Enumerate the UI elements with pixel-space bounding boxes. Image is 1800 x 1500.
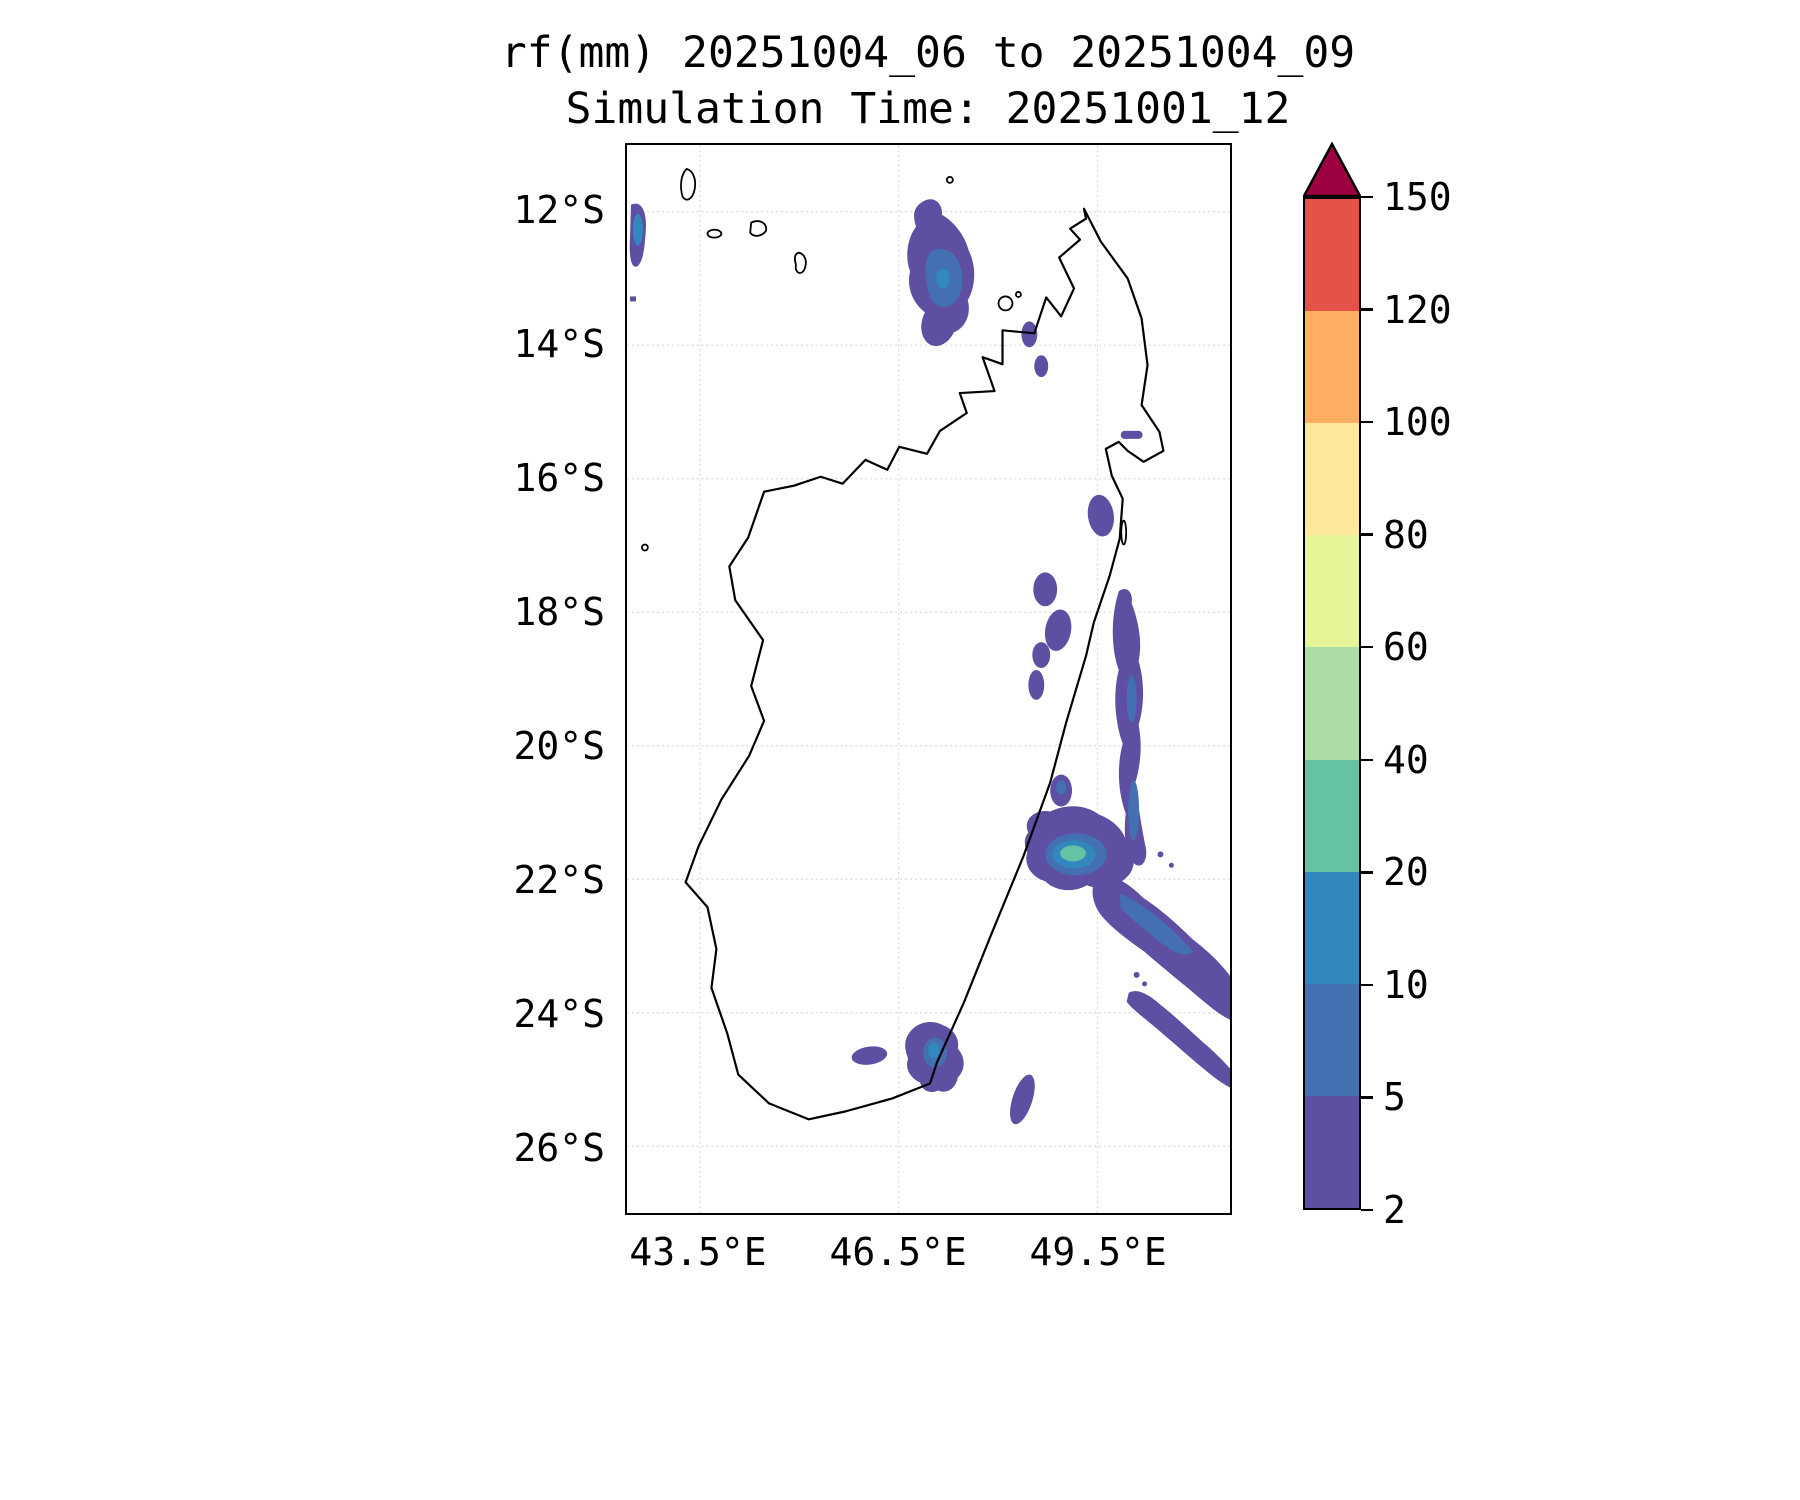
- colorbar-segment-60-80: [1305, 534, 1359, 648]
- colorbar-tick: [1361, 1096, 1373, 1099]
- colorbar-tick-label: 5: [1383, 1075, 1406, 1120]
- lat-tick-label: 14°S: [513, 322, 605, 366]
- colorbar-tick-label: 2: [1383, 1188, 1406, 1232]
- colorbar-segment-40-60: [1305, 646, 1359, 760]
- colorbar-overflow-arrow: [1303, 142, 1361, 197]
- lon-tick-label: 43.5°E: [629, 1230, 767, 1274]
- island-anjouan: [749, 220, 767, 237]
- lat-tick-label: 24°S: [513, 992, 605, 1036]
- rain-patch: [629, 296, 636, 302]
- colorbar: [1303, 197, 1361, 1210]
- chart-title: rf(mm) 20251004_06 to 20251004_09: [500, 28, 1356, 78]
- rain-patch: [1087, 494, 1114, 537]
- rain-core: [1128, 780, 1140, 841]
- rain-patch: [1120, 430, 1143, 439]
- colorbar-tick-label: 60: [1383, 625, 1429, 670]
- rain-core: [632, 213, 643, 246]
- rain-patch: [1112, 588, 1147, 866]
- colorbar-tick-label: 40: [1383, 737, 1429, 782]
- lat-tick-label: 16°S: [513, 456, 605, 500]
- lon-tick-label: 49.5°E: [1029, 1230, 1167, 1274]
- madagascar-map: [627, 145, 1230, 1213]
- colorbar-tick: [1361, 758, 1373, 762]
- lat-tick-label: 26°S: [513, 1126, 605, 1170]
- grid-layer: [627, 145, 1230, 1213]
- island-nosy-komba: [1015, 291, 1022, 298]
- colorbar-segment-100-120: [1305, 310, 1359, 424]
- rain-patch: [1142, 981, 1148, 987]
- colorbar-segment-10-20: [1305, 871, 1359, 984]
- madagascar-coastline: [684, 207, 1165, 1121]
- colorbar-tick-label: 80: [1383, 512, 1429, 557]
- rain-patch: [1126, 991, 1230, 1088]
- lat-tick-label: 22°S: [513, 858, 605, 902]
- colorbar-segment-80-100: [1305, 422, 1359, 536]
- colorbar-segment-20-40: [1305, 758, 1359, 872]
- colorbar-tick: [1361, 420, 1373, 424]
- map-plot-area: [625, 143, 1232, 1215]
- rain-core: [928, 1042, 940, 1059]
- colorbar-tick: [1361, 195, 1373, 199]
- island-grande-comore: [680, 168, 697, 201]
- lat-tick-label: 20°S: [513, 724, 605, 768]
- colorbar-tick: [1361, 871, 1373, 874]
- rain-patch: [1021, 321, 1038, 348]
- rain-core: [1126, 675, 1137, 723]
- rain-patch: [1034, 355, 1049, 378]
- island-sainte-marie: [1120, 519, 1128, 546]
- island-juan-de-nova: [641, 543, 649, 552]
- colorbar-segment-120-150: [1305, 199, 1359, 312]
- rain-patch: [1133, 971, 1140, 978]
- chart-subtitle: Simulation Time: 20251001_12: [565, 84, 1291, 134]
- rain-core: [1119, 894, 1194, 955]
- rain-patch: [1044, 609, 1072, 651]
- rain-layer: [629, 199, 1230, 1125]
- island-moheli: [706, 228, 723, 239]
- island-nosy-be: [997, 295, 1014, 312]
- island-glorioso: [945, 175, 954, 184]
- rain-patch: [1033, 572, 1058, 607]
- rain-core: [1056, 780, 1067, 795]
- rain-patch: [1032, 642, 1051, 669]
- lat-tick-label: 18°S: [513, 590, 605, 634]
- colorbar-tick: [1361, 308, 1373, 311]
- colorbar-tick-label: 10: [1383, 962, 1429, 1007]
- rain-patch: [1092, 875, 1230, 1020]
- colorbar-tick: [1361, 533, 1373, 536]
- rain-core-max: [1060, 845, 1086, 862]
- rain-patch: [851, 1046, 888, 1065]
- colorbar-tick-label: 120: [1383, 287, 1452, 332]
- rain-patch: [1157, 851, 1164, 858]
- island-mayotte: [794, 251, 807, 274]
- colorbar-tick-label: 100: [1383, 400, 1452, 445]
- lat-tick-label: 12°S: [513, 188, 605, 232]
- colorbar-tick-label: 20: [1383, 850, 1429, 895]
- colorbar-tick: [1361, 645, 1373, 649]
- colorbar-tick: [1361, 983, 1373, 987]
- lon-tick-label: 46.5°E: [829, 1230, 967, 1274]
- colorbar-tick-label: 150: [1383, 175, 1452, 219]
- rain-patch: [1028, 670, 1045, 700]
- colorbar-segment-5-10: [1305, 983, 1359, 1096]
- rain-patch: [1168, 862, 1174, 868]
- rain-patch: [1010, 1074, 1035, 1125]
- coastline-layer: [641, 168, 1165, 1121]
- colorbar-segment-2-5: [1305, 1095, 1359, 1208]
- rain-core: [935, 268, 950, 289]
- colorbar-tick: [1361, 1208, 1373, 1212]
